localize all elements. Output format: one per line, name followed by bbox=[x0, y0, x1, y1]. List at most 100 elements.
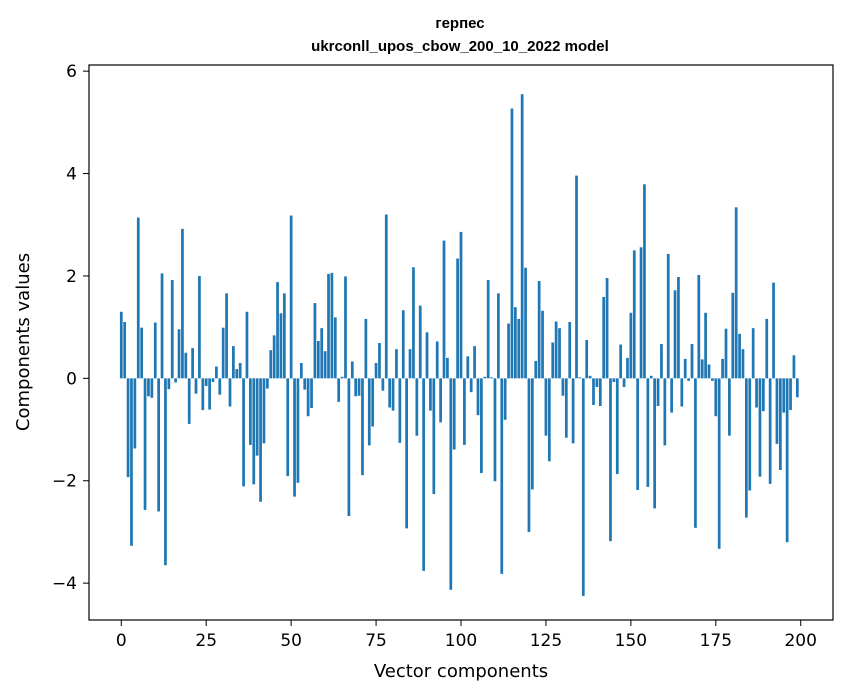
x-tick-label: 75 bbox=[365, 631, 387, 651]
bar bbox=[306, 378, 310, 417]
bar bbox=[527, 378, 531, 532]
bar bbox=[272, 335, 276, 379]
bar bbox=[554, 321, 558, 379]
bar bbox=[276, 282, 279, 379]
bar bbox=[670, 378, 673, 413]
bar bbox=[507, 323, 510, 379]
bar bbox=[357, 378, 361, 396]
bar bbox=[639, 247, 643, 379]
bar bbox=[636, 378, 640, 490]
bar bbox=[646, 378, 650, 487]
y-tick-label: −2 bbox=[52, 472, 77, 492]
bar bbox=[140, 327, 144, 379]
bar bbox=[500, 378, 504, 574]
bar bbox=[249, 378, 252, 445]
bar bbox=[456, 258, 459, 379]
bar bbox=[235, 369, 239, 379]
bar bbox=[184, 352, 188, 379]
bar bbox=[687, 378, 690, 381]
bar bbox=[208, 378, 211, 410]
bar bbox=[299, 362, 303, 379]
bar bbox=[568, 322, 572, 379]
bar bbox=[452, 378, 456, 450]
x-tick-label: 100 bbox=[445, 631, 477, 651]
bar bbox=[728, 378, 731, 436]
bar bbox=[694, 378, 697, 528]
bar bbox=[313, 303, 317, 379]
y-tick-label: 2 bbox=[66, 267, 77, 287]
bar bbox=[388, 378, 392, 408]
bar bbox=[748, 378, 752, 491]
bar bbox=[429, 378, 432, 411]
x-tick-label: 0 bbox=[116, 631, 127, 651]
bar bbox=[150, 378, 154, 398]
bar bbox=[503, 378, 507, 420]
bar bbox=[473, 346, 476, 379]
bar bbox=[330, 272, 334, 379]
bar bbox=[734, 207, 738, 379]
bar bbox=[194, 378, 198, 394]
bar bbox=[480, 378, 483, 474]
bar bbox=[418, 305, 422, 379]
chart-subtitle: ukrconll_upos_cbow_200_10_2022 model bbox=[311, 38, 609, 55]
bar bbox=[626, 357, 629, 379]
bar bbox=[704, 312, 707, 379]
bar-series bbox=[119, 94, 799, 596]
bar bbox=[615, 378, 619, 475]
bar bbox=[717, 378, 721, 549]
bar bbox=[432, 378, 436, 495]
bar bbox=[605, 277, 609, 379]
bar bbox=[218, 378, 222, 395]
bar bbox=[337, 378, 341, 402]
bar bbox=[259, 378, 262, 502]
bar bbox=[602, 296, 606, 379]
bar bbox=[255, 378, 259, 456]
bar bbox=[469, 378, 473, 393]
bar bbox=[333, 317, 337, 379]
bar bbox=[269, 350, 273, 379]
bar bbox=[191, 348, 194, 379]
bar bbox=[320, 328, 324, 379]
chart-title: герпес bbox=[435, 15, 484, 32]
bar bbox=[374, 362, 378, 379]
bar bbox=[252, 378, 256, 485]
bar bbox=[660, 344, 663, 379]
bar bbox=[524, 267, 527, 379]
bar bbox=[721, 358, 724, 379]
bar bbox=[792, 355, 796, 379]
bar bbox=[486, 280, 490, 379]
bar bbox=[547, 378, 551, 462]
plot-frame bbox=[88, 64, 834, 621]
x-axis-ticks: 0 25 50 75 100 125 150 175 200 bbox=[116, 620, 817, 651]
bar bbox=[768, 378, 772, 484]
bar bbox=[609, 378, 612, 542]
bar bbox=[133, 378, 137, 449]
bar bbox=[530, 378, 534, 490]
bar bbox=[228, 378, 232, 407]
x-tick-label: 125 bbox=[530, 631, 562, 651]
bar bbox=[449, 378, 453, 590]
bar bbox=[198, 275, 201, 379]
bar bbox=[711, 378, 714, 381]
bar bbox=[157, 378, 160, 512]
bar bbox=[541, 310, 544, 379]
x-axis-label: Vector components bbox=[374, 661, 548, 682]
bar bbox=[266, 378, 269, 389]
bar bbox=[367, 378, 371, 446]
y-tick-label: 4 bbox=[66, 165, 77, 185]
bar bbox=[279, 313, 283, 379]
bar bbox=[490, 377, 493, 379]
bar bbox=[564, 378, 568, 438]
bar bbox=[364, 318, 368, 379]
bar bbox=[408, 349, 412, 379]
y-axis-ticks: −4 −2 0 2 4 6 bbox=[52, 62, 89, 594]
bar bbox=[384, 214, 388, 379]
bar bbox=[201, 378, 205, 411]
bar bbox=[204, 378, 208, 387]
bar bbox=[795, 378, 799, 398]
bar bbox=[537, 281, 541, 379]
bar bbox=[340, 376, 344, 379]
bar bbox=[775, 378, 779, 444]
y-axis-label: Components values bbox=[13, 253, 34, 431]
bar bbox=[762, 378, 765, 412]
